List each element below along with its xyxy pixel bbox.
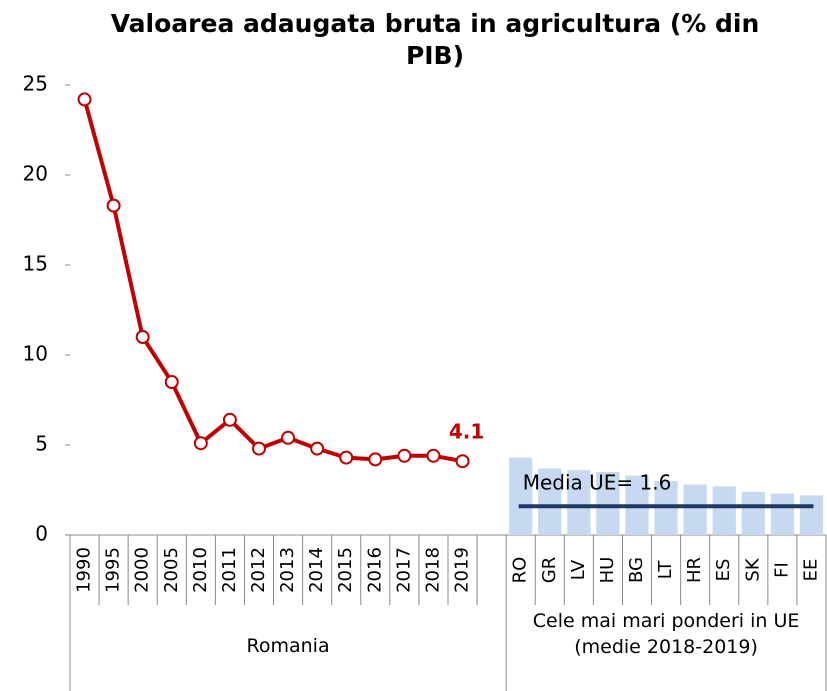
x-tick-label: 2005 <box>161 547 182 593</box>
bar <box>567 470 591 535</box>
x-tick-label: 2014 <box>306 547 327 593</box>
x-tick-label: 2015 <box>335 547 356 593</box>
x-tick-label: 2000 <box>132 547 153 593</box>
x-tick-label: 2018 <box>422 547 443 593</box>
x-tick-label: 1990 <box>74 547 95 593</box>
bar <box>509 457 533 535</box>
y-tick-label: 10 <box>23 342 48 366</box>
marker <box>252 441 266 456</box>
x-tick-label: RO <box>510 557 531 584</box>
x-tick-label: BG <box>626 557 647 583</box>
x-tick-label: FI <box>771 562 792 578</box>
group-label: Romania <box>246 635 330 657</box>
marker <box>397 448 412 463</box>
x-tick-label: 1995 <box>103 547 124 593</box>
x-tick-label: LT <box>655 560 676 580</box>
bar <box>683 484 707 535</box>
x-tick-label: HR <box>684 557 705 583</box>
x-tick-label: ES <box>713 559 734 582</box>
x-tick-label: SK <box>742 557 763 581</box>
marker <box>193 436 208 451</box>
y-tick-label: 0 <box>35 522 48 546</box>
y-tick-label: 15 <box>23 252 48 276</box>
x-tick-label: 2012 <box>248 547 269 593</box>
group-label: Cele mai mari ponderi in UE (medie 2018-… <box>532 610 800 658</box>
bar <box>596 472 620 535</box>
x-tick-label: 2010 <box>190 547 211 593</box>
x-tick-label: LV <box>568 559 589 580</box>
marker <box>368 452 383 467</box>
line <box>82 98 463 464</box>
marker <box>222 412 237 427</box>
x-tick-label: 2013 <box>277 547 298 593</box>
chart-title: Valoarea adaugata bruta in agricultura (… <box>110 9 760 70</box>
x-tick-label: 2019 <box>452 547 473 593</box>
marker <box>310 441 325 456</box>
bar <box>712 486 736 535</box>
bar <box>799 495 824 535</box>
marker <box>135 330 150 344</box>
marker <box>455 454 470 469</box>
x-tick-label: GR <box>539 557 560 583</box>
x-tick-label: 2011 <box>219 547 240 593</box>
reference-label: Media UE= 1.6 <box>523 471 672 495</box>
marker <box>164 375 179 389</box>
x-tick-label: EE <box>800 559 821 582</box>
bar <box>741 491 765 535</box>
marker <box>77 92 92 107</box>
bar <box>770 493 795 535</box>
x-tick-label: HU <box>597 557 618 584</box>
marker <box>281 430 296 445</box>
y-tick-label: 20 <box>23 162 48 186</box>
bar <box>538 468 562 535</box>
data-label: 4.1 <box>449 420 484 444</box>
marker <box>426 448 441 463</box>
y-tick-label: 5 <box>35 432 48 456</box>
x-tick-label: 2016 <box>364 547 385 593</box>
marker <box>106 198 121 213</box>
y-tick-label: 25 <box>23 72 48 96</box>
x-tick-label: 2017 <box>393 547 414 593</box>
marker <box>339 450 354 465</box>
